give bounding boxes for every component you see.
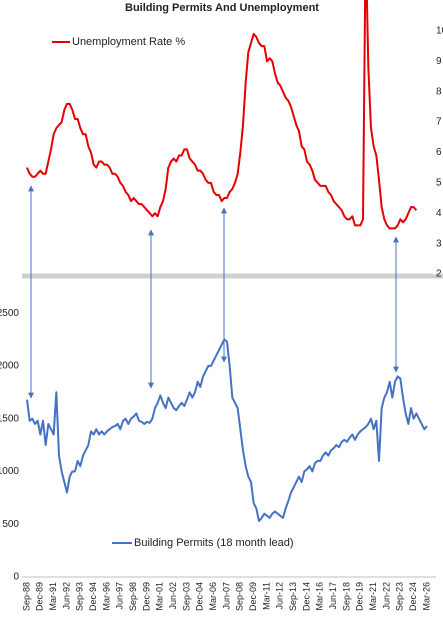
x-tick-label: Sep-93 [75,582,85,611]
y2-tick-label: 5 [436,177,442,188]
x-tick-label: Dec-09 [248,582,258,611]
x-tick-label: Dec-19 [355,582,365,611]
y-tick-label: 500 [2,519,19,530]
y-tick-label: 2000 [0,361,19,372]
y2-tick-label: 4 [436,208,442,219]
x-tick-label: Jun-02 [168,582,178,610]
x-tick-label: Sep-23 [395,582,405,611]
x-tick-label: Mar-11 [261,582,271,610]
x-tick-label: Jun-07 [221,582,231,610]
y-tick-label: 1500 [0,413,19,424]
x-tick-label: Sep-13 [288,582,298,611]
x-tick-label: Mar-16 [315,582,325,611]
x-tick-label: Mar-06 [208,582,218,611]
x-tick-label: Sep-03 [181,582,191,611]
x-tick-label: Jun-17 [328,582,338,610]
x-tick-label: Jun-92 [61,582,71,610]
y2-tick-label: 7 [436,117,442,128]
y2-tick-label: 3 [436,238,442,249]
chart-title: Building Permits And Unemployment [125,2,319,14]
x-tick-label: Dec-04 [195,582,205,611]
y2-tick-label: 8 [436,86,442,97]
y2-tick-label: 9 [436,56,442,67]
x-tick-label: Mar-01 [155,582,165,611]
x-tick-label: Mar-21 [368,582,378,611]
x-tick-label: Dec-99 [141,582,151,611]
x-tick-label: Dec-89 [35,582,45,611]
legend-label: Unemployment Rate % [72,36,185,48]
x-tick-label: Mar-91 [48,582,58,611]
x-tick-label: Dec-94 [88,582,98,611]
x-tick-label: Jun-97 [115,582,125,610]
series-line [26,0,418,230]
series-line [26,338,428,523]
x-tick-label: Jun-22 [381,582,391,610]
x-tick-label: Sep-18 [341,582,351,611]
y-tick-label: 2500 [0,308,19,319]
x-tick-label: Sep-08 [235,582,245,611]
annotation-arrows [28,185,399,399]
x-tick-label: Mar-26 [421,582,431,611]
y-tick-label: 0 [13,572,19,583]
x-tick-label: Jun-12 [275,582,285,610]
legend-label: Building Permits (18 month lead) [134,537,294,549]
x-tick-label: Sep-88 [21,582,31,611]
y2-tick-label: 6 [436,147,442,158]
x-tick-label: Dec-24 [408,582,418,611]
x-tick-label: Dec-14 [301,582,311,611]
x-tick-label: Sep-98 [128,582,138,611]
y-tick-label: 1000 [0,466,19,477]
x-tick-label: Mar-96 [101,582,111,611]
y2-tick-label: 2 [436,269,442,280]
y2-tick-label: 10 [436,26,443,37]
